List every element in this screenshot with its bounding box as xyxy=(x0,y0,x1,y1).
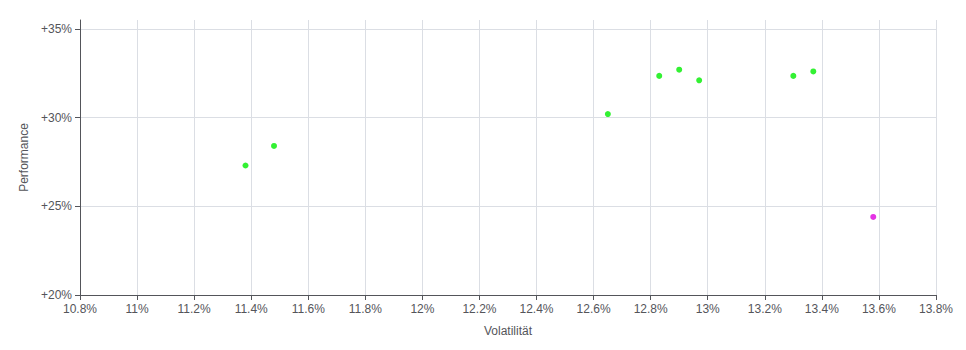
svg-text:10.8%: 10.8% xyxy=(63,302,97,316)
svg-text:12%: 12% xyxy=(410,302,434,316)
svg-text:13%: 13% xyxy=(696,302,720,316)
svg-text:11.4%: 11.4% xyxy=(235,302,268,316)
svg-text:11%: 11% xyxy=(125,302,148,316)
svg-text:13.6%: 13.6% xyxy=(862,302,896,316)
svg-text:Volatilität: Volatilität xyxy=(484,324,533,338)
svg-text:11.8%: 11.8% xyxy=(349,302,382,316)
svg-text:13.8%: 13.8% xyxy=(919,302,953,316)
svg-text:13.4%: 13.4% xyxy=(805,302,839,316)
svg-text:13.2%: 13.2% xyxy=(748,302,782,316)
svg-text:Performance: Performance xyxy=(17,123,31,192)
svg-text:+30%: +30% xyxy=(41,111,72,125)
svg-text:+25%: +25% xyxy=(41,199,72,213)
svg-text:12.8%: 12.8% xyxy=(634,302,668,316)
svg-text:12.4%: 12.4% xyxy=(520,302,554,316)
svg-text:+20%: +20% xyxy=(41,288,72,302)
svg-text:12.2%: 12.2% xyxy=(462,302,496,316)
svg-text:11.2%: 11.2% xyxy=(178,302,211,316)
svg-text:12.6%: 12.6% xyxy=(577,302,611,316)
svg-text:+35%: +35% xyxy=(41,22,72,36)
svg-text:11.6%: 11.6% xyxy=(292,302,325,316)
